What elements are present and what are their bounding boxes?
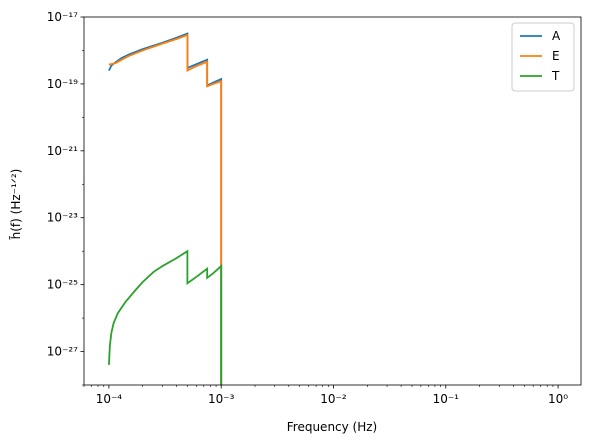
x-tick-label: 10⁻² <box>320 392 347 406</box>
x-axis: 10⁻⁴ 10⁻³ 10⁻² 10⁻¹ 10⁰ <box>83 385 568 406</box>
x-tick-label: 10⁻⁴ <box>96 392 123 406</box>
legend-label-t: T <box>551 69 560 83</box>
legend-label-e: E <box>552 49 560 63</box>
legend-box <box>511 22 575 92</box>
x-tick-label: 10⁻¹ <box>433 392 460 406</box>
x-axis-label: Frequency (Hz) <box>287 420 378 434</box>
legend-label-a: A <box>552 29 561 43</box>
y-tick-label: 10⁻¹⁷ <box>47 10 78 24</box>
legend: AET <box>511 22 575 92</box>
x-tick-label: 10⁰ <box>548 392 568 406</box>
series-line-e <box>108 33 223 385</box>
series-layer <box>108 32 223 385</box>
y-tick-label: 10⁻²⁵ <box>47 278 78 292</box>
plot-frame <box>83 16 582 386</box>
y-tick-label: 10⁻¹⁹ <box>47 77 78 91</box>
y-axis-label: h̃(f) (Hz⁻¹ᐟ²) <box>9 169 23 240</box>
y-tick-label: 10⁻²³ <box>47 211 78 225</box>
y-axis: 10⁻²⁷ 10⁻²⁵ 10⁻²³ 10⁻²¹ 10⁻¹⁹ 10⁻¹⁷ <box>47 10 84 386</box>
y-tick-label: 10⁻²¹ <box>47 144 78 158</box>
series-line-t <box>108 249 223 385</box>
series-line-a <box>108 32 223 385</box>
x-tick-label: 10⁻³ <box>208 392 235 406</box>
y-tick-label: 10⁻²⁷ <box>47 345 78 359</box>
